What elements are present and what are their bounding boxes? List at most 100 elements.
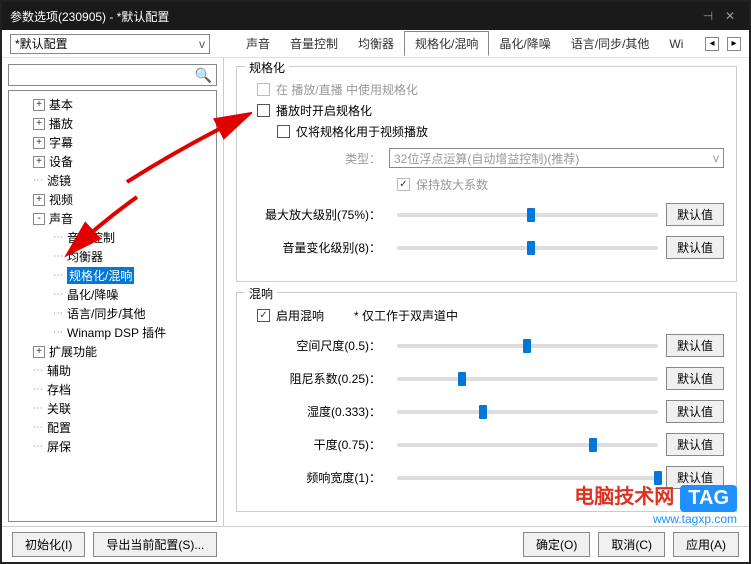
chevron-down-icon: v [713, 151, 719, 165]
chk-live-row: 在 播放/直播 中使用规格化 [257, 81, 724, 98]
tree-item-9[interactable]: ⋯ 规格化/混响 [11, 266, 214, 285]
tab-2[interactable]: 均衡器 [348, 32, 404, 55]
tree-toggle[interactable]: - [33, 213, 45, 225]
tab-1[interactable]: 音量控制 [280, 32, 348, 55]
tree-item-15[interactable]: ⋯存档 [11, 380, 214, 399]
tree-label: 存档 [47, 381, 71, 398]
tree-label: 视频 [49, 191, 73, 208]
tab-nav-right[interactable]: ▸ [727, 37, 741, 51]
reverb-slider[interactable] [397, 443, 658, 447]
tree-leaf-icon: ⋯ [33, 403, 43, 414]
vol-change-row: 音量变化级别(8)： 默认值 [249, 236, 724, 259]
tree-toggle[interactable]: + [33, 137, 45, 149]
tree-leaf-icon: ⋯ [53, 327, 63, 338]
tree-leaf-icon: ⋯ [53, 289, 63, 300]
tab-0[interactable]: 声音 [236, 32, 280, 55]
bottombar: 初始化(I) 导出当前配置(S)... 确定(O) 取消(C) 应用(A) [2, 526, 749, 562]
tree-label: 均衡器 [67, 248, 103, 265]
tree-item-18[interactable]: ⋯屏保 [11, 437, 214, 456]
tree-item-13[interactable]: + 扩展功能 [11, 342, 214, 361]
apply-button[interactable]: 应用(A) [673, 532, 739, 557]
reverb-default-button[interactable]: 默认值 [666, 433, 724, 456]
tree-toggle[interactable]: + [33, 156, 45, 168]
tree-toggle[interactable]: + [33, 99, 45, 111]
reverb-slider[interactable] [397, 377, 658, 381]
tree-label: 基本 [49, 96, 73, 113]
search-box[interactable]: 🔍 [8, 64, 217, 86]
search-input[interactable] [13, 68, 195, 82]
tree-label: 屏保 [47, 438, 71, 455]
tree-label: Winamp DSP 插件 [67, 324, 166, 341]
max-amp-slider[interactable] [397, 213, 658, 217]
search-icon: 🔍 [195, 67, 212, 84]
tree-item-12[interactable]: ⋯ Winamp DSP 插件 [11, 323, 214, 342]
tree-leaf-icon: ⋯ [53, 270, 63, 281]
tab-6[interactable]: Wi [659, 34, 693, 54]
titlebar: 参数选项(230905) - *默认配置 ⊣ ✕ [2, 2, 749, 30]
tab-nav-left[interactable]: ◂ [705, 37, 719, 51]
tree-label: 规格化/混响 [67, 267, 134, 284]
chk-keep-gain [397, 178, 410, 191]
vol-change-slider[interactable] [397, 246, 658, 250]
ok-button[interactable]: 确定(O) [523, 532, 590, 557]
tree-label: 播放 [49, 115, 73, 132]
tree-label: 晶化/降噪 [67, 286, 118, 303]
tree-item-2[interactable]: +字幕 [11, 133, 214, 152]
reverb-slider-row-3: 干度(0.75)：默认值 [249, 433, 724, 456]
tree-toggle[interactable]: + [33, 194, 45, 206]
tab-5[interactable]: 语言/同步/其他 [561, 32, 660, 55]
max-amp-default-button[interactable]: 默认值 [666, 203, 724, 226]
content-panel: 规格化 在 播放/直播 中使用规格化 播放时开启规格化 仅将规格化用于视频播放 … [224, 58, 749, 528]
type-select[interactable]: 32位浮点运算(自动增益控制)(推荐) v [389, 148, 724, 168]
keep-gain-row: 保持放大系数 [397, 176, 724, 193]
export-button[interactable]: 导出当前配置(S)... [93, 532, 217, 557]
tree-toggle[interactable]: + [33, 118, 45, 130]
tree-item-5[interactable]: + 视频 [11, 190, 214, 209]
tree-item-6[interactable]: -声音 [11, 209, 214, 228]
type-row: 类型： 32位浮点运算(自动增益控制)(推荐) v [249, 148, 724, 168]
reverb-slider-row-1: 阻尼系数(0.25)： 默认值 [249, 367, 724, 390]
tree-item-4[interactable]: ⋯滤镜 [11, 171, 214, 190]
tree-item-11[interactable]: ⋯语言/同步/其他 [11, 304, 214, 323]
reverb-slider[interactable] [397, 410, 658, 414]
chevron-down-icon: v [199, 37, 205, 51]
init-button[interactable]: 初始化(I) [12, 532, 85, 557]
tree-label: 滤镜 [47, 172, 71, 189]
chk-reverb-enable[interactable] [257, 309, 270, 322]
tree-item-3[interactable]: +设备 [11, 152, 214, 171]
tree-item-1[interactable]: + 播放 [11, 114, 214, 133]
chk-playback[interactable] [257, 104, 270, 117]
pin-icon[interactable]: ⊣ [697, 9, 719, 23]
tree-label: 扩展功能 [49, 343, 97, 360]
reverb-default-button[interactable]: 默认值 [666, 367, 724, 390]
tree-item-0[interactable]: + 基本 [11, 95, 214, 114]
chk-video-only-row[interactable]: 仅将规格化用于视频播放 [277, 123, 724, 140]
tree-item-10[interactable]: ⋯ 晶化/降噪 [11, 285, 214, 304]
max-amp-row: 最大放大级别(75%)： 默认值 [249, 203, 724, 226]
reverb-default-button[interactable]: 默认值 [666, 334, 724, 357]
chk-playback-row[interactable]: 播放时开启规格化 [257, 102, 724, 119]
reverb-slider[interactable] [397, 344, 658, 348]
close-icon[interactable]: ✕ [719, 9, 741, 23]
reverb-default-button[interactable]: 默认值 [666, 400, 724, 423]
reverb-note: * 仅工作于双声道中 [354, 307, 458, 324]
profile-value: *默认配置 [15, 35, 68, 52]
reverb-slider-label: 频响宽度(1)： [249, 469, 389, 486]
reverb-slider-label: 阻尼系数(0.25)： [249, 370, 389, 387]
tree-item-17[interactable]: ⋯配置 [11, 418, 214, 437]
normalize-group: 规格化 在 播放/直播 中使用规格化 播放时开启规格化 仅将规格化用于视频播放 … [236, 66, 737, 282]
tree-toggle[interactable]: + [33, 346, 45, 358]
tree-item-8[interactable]: ⋯均衡器 [11, 247, 214, 266]
chk-video-only[interactable] [277, 125, 290, 138]
tab-3[interactable]: 规格化/混响 [404, 31, 489, 56]
reverb-enable-row[interactable]: 启用混响 * 仅工作于双声道中 [257, 307, 724, 324]
vol-change-default-button[interactable]: 默认值 [666, 236, 724, 259]
reverb-slider-row-0: 空间尺度(0.5)：默认值 [249, 334, 724, 357]
tree-item-16[interactable]: ⋯关联 [11, 399, 214, 418]
tab-4[interactable]: 晶化/降噪 [489, 32, 560, 55]
sidebar: 🔍 +基本+播放+字幕+设备⋯滤镜+视频-声音⋯音量控制⋯均衡器⋯规格化/混响⋯… [2, 58, 224, 528]
cancel-button[interactable]: 取消(C) [598, 532, 665, 557]
tree-item-7[interactable]: ⋯音量控制 [11, 228, 214, 247]
profile-selector[interactable]: *默认配置 v [10, 34, 210, 54]
tree-item-14[interactable]: ⋯辅助 [11, 361, 214, 380]
